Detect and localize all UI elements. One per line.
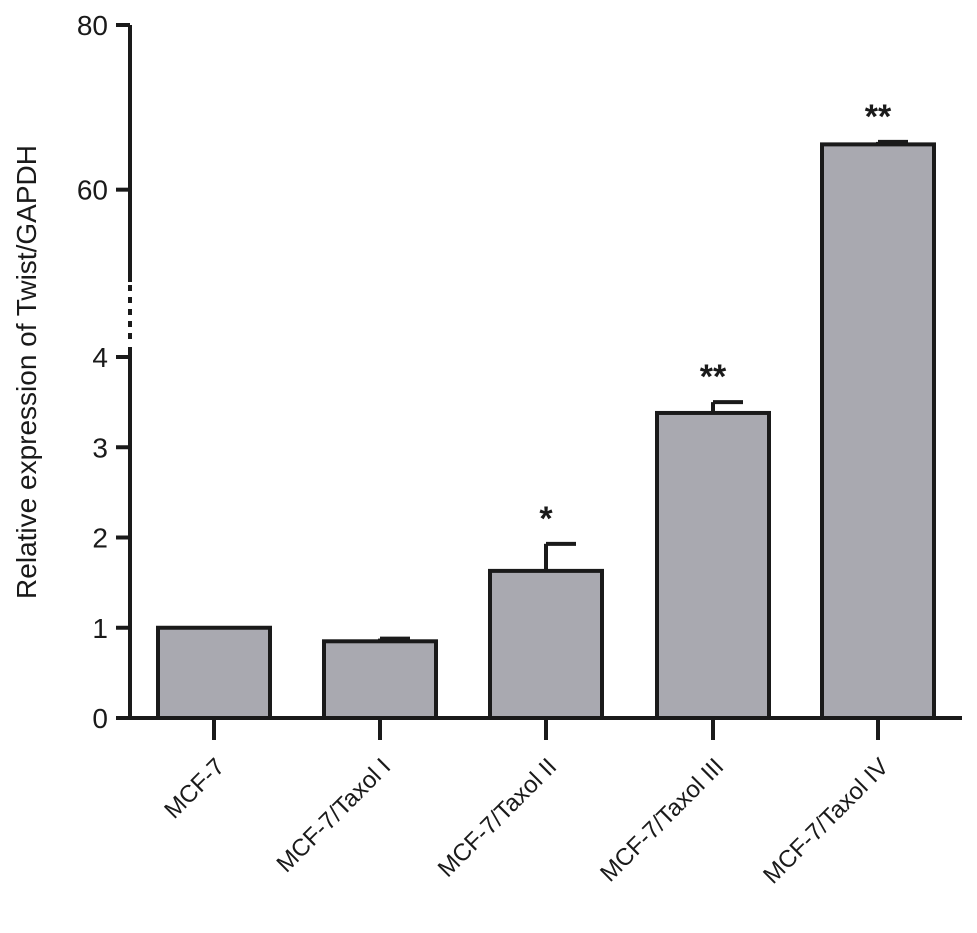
bar-3 [488, 568, 604, 721]
y-axis-break-dot [128, 285, 132, 291]
y-axis-break-dot [128, 309, 132, 315]
y-axis-break-dot [128, 297, 132, 303]
bar-1 [156, 625, 272, 720]
y-axis-title: Relative expression of Twist/GAPDH [11, 145, 42, 599]
x-tick-label: MCF-7/Taxol III [595, 753, 729, 887]
significance-mark: * [539, 500, 553, 538]
y-axis-break-dot [128, 321, 132, 327]
x-tick-label: MCF-7 [159, 753, 230, 824]
labels: 0 1 2 3 4 60 80 MCF-7 MCF-7/Taxol I MCF-7/Taxol I… [77, 10, 894, 889]
significance-mark: ** [700, 358, 727, 396]
y-tick-label: 3 [92, 432, 108, 463]
x-tick-label: MCF-7/Taxol IV [758, 753, 894, 889]
y-tick-label: 0 [92, 703, 108, 734]
bar-2 [322, 639, 438, 720]
x-tick-label: MCF-7/Taxol I [272, 753, 397, 878]
y-tick-label: 1 [92, 613, 108, 644]
y-tick-label: 60 [77, 175, 108, 206]
bar-4 [655, 410, 771, 720]
y-tick-label: 4 [92, 342, 108, 373]
x-tick-label: MCF-7/Taxol II [433, 753, 562, 882]
bars [156, 139, 936, 721]
bar-5 [820, 142, 936, 720]
y-axis-break-dot [128, 333, 132, 339]
y-tick-label: 2 [92, 523, 108, 554]
y-tick-label: 80 [77, 10, 108, 41]
significance-mark: ** [865, 98, 892, 136]
